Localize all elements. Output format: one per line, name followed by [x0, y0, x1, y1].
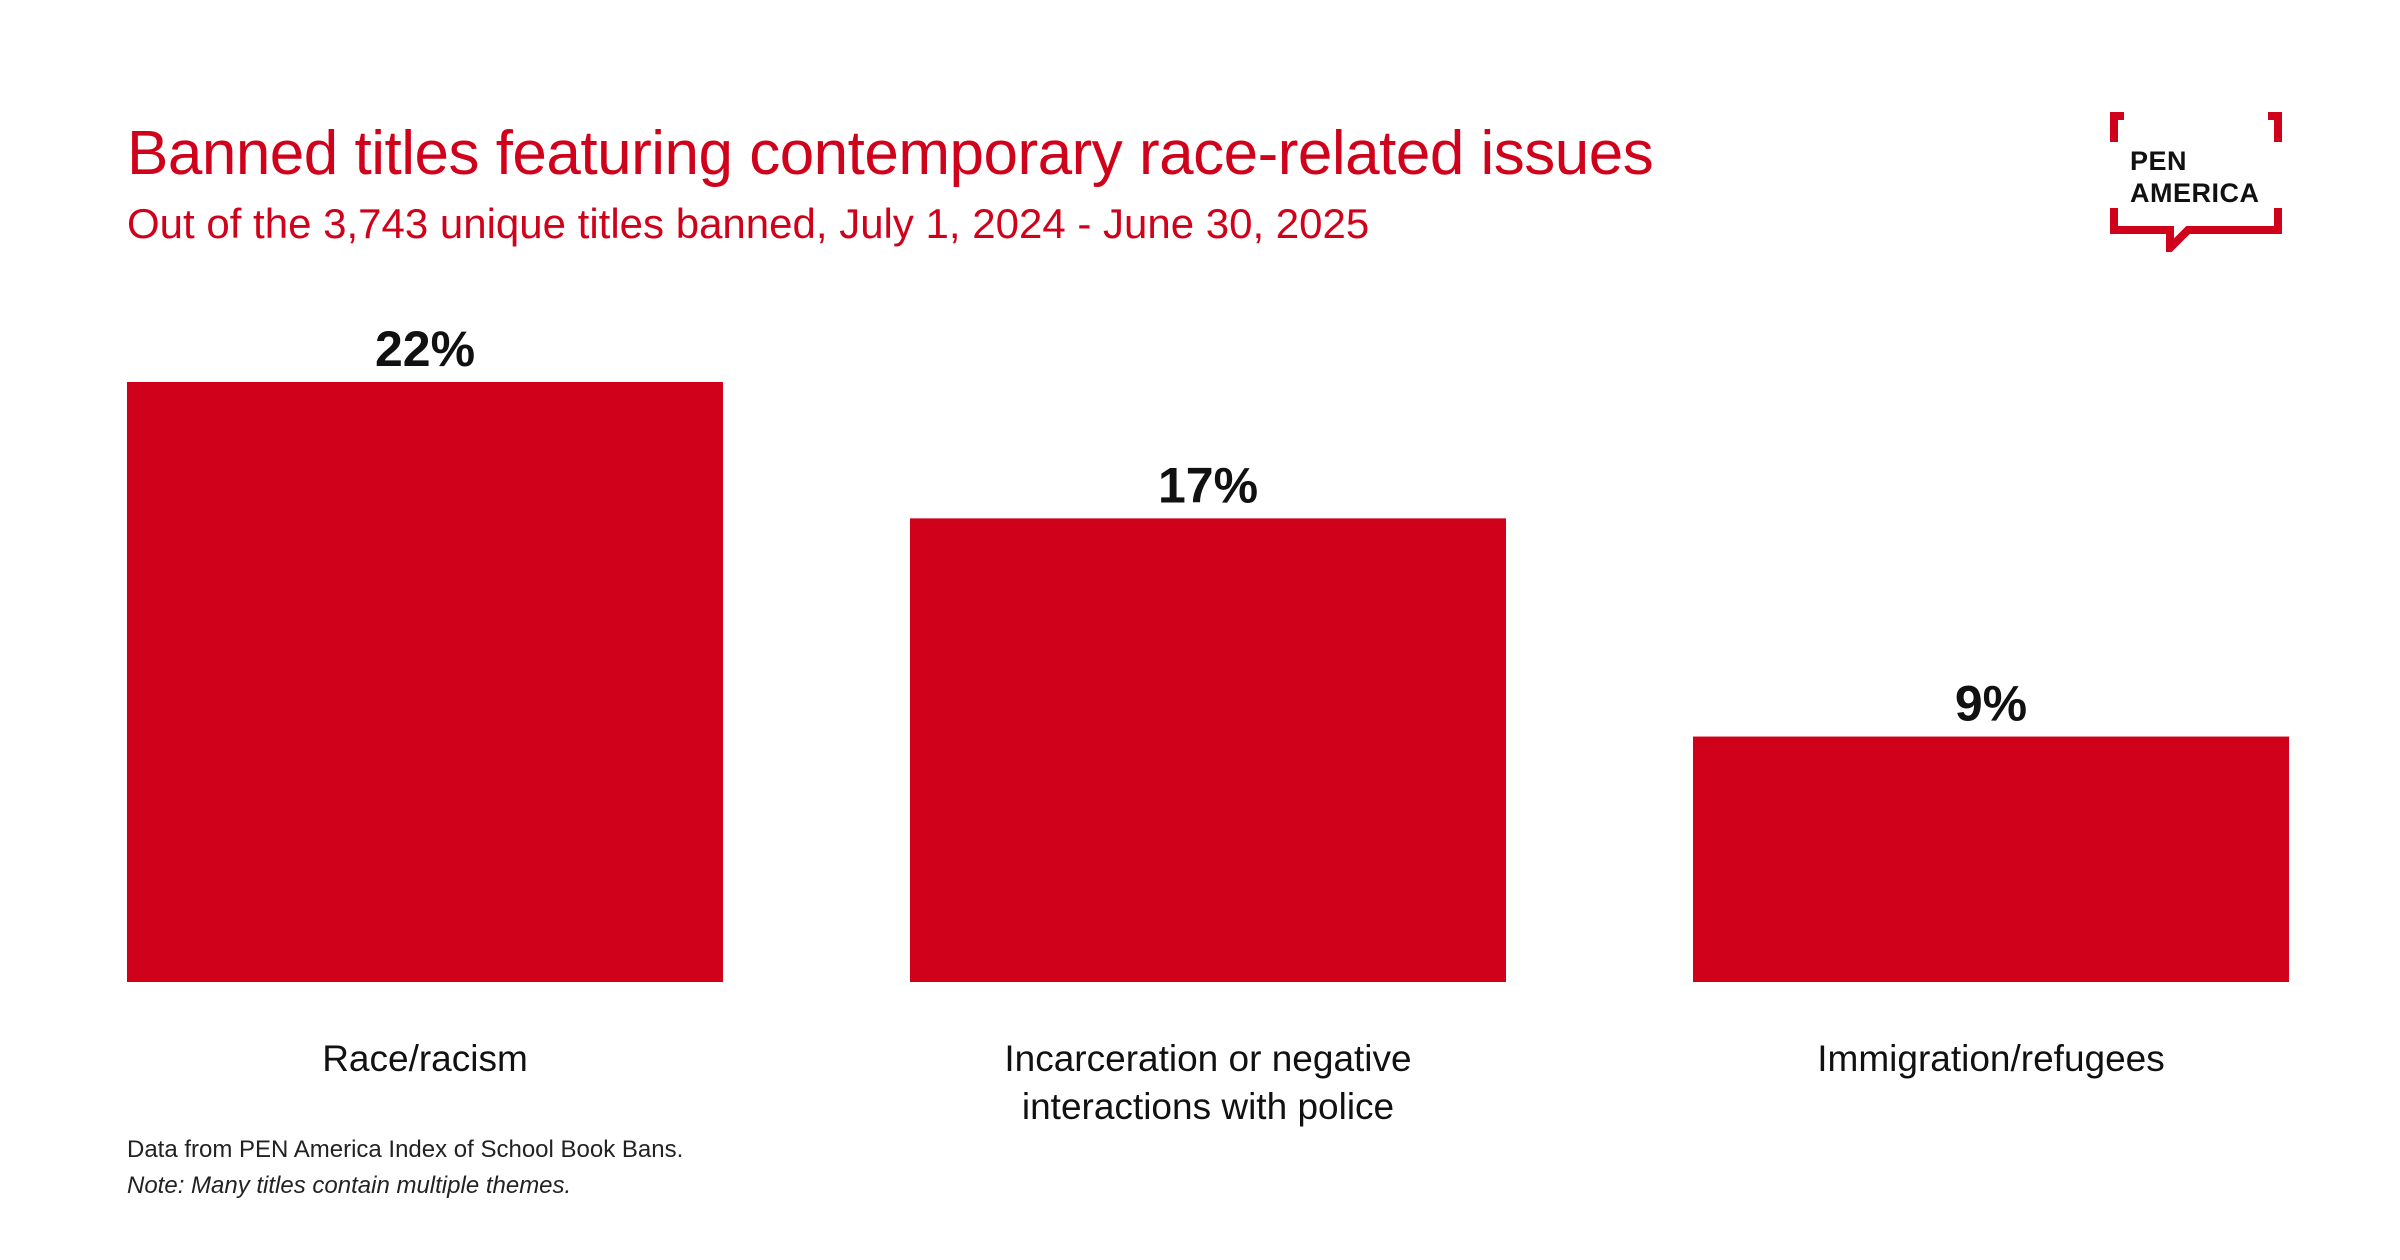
category-label-1: Race/racism [322, 1038, 528, 1079]
themes-note: Note: Many titles contain multiple theme… [127, 1172, 572, 1199]
value-label-2: 17% [1158, 457, 1258, 513]
category-label-2-line-1: Incarceration or negative [1004, 1038, 1411, 1079]
logo-text-america: AMERICA [2130, 178, 2260, 208]
pen-america-logo: PEN AMERICA [2110, 112, 2282, 252]
chart-title: Banned titles featuring contemporary rac… [127, 119, 1654, 188]
chart-subtitle: Out of the 3,743 unique titles banned, J… [127, 200, 1370, 247]
value-label-3: 9% [1955, 676, 2027, 732]
bar-3 [1693, 736, 2289, 982]
category-label-2-line-2: interactions with police [1022, 1086, 1394, 1127]
bar-2 [910, 518, 1506, 982]
bar-1 [127, 382, 723, 982]
logo-text-pen: PEN [2130, 146, 2188, 176]
speech-bubble-frame-icon [2110, 112, 2282, 252]
category-label-3: Immigration/refugees [1817, 1038, 2165, 1079]
source-note: Data from PEN America Index of School Bo… [127, 1136, 684, 1163]
value-label-1: 22% [375, 321, 475, 377]
